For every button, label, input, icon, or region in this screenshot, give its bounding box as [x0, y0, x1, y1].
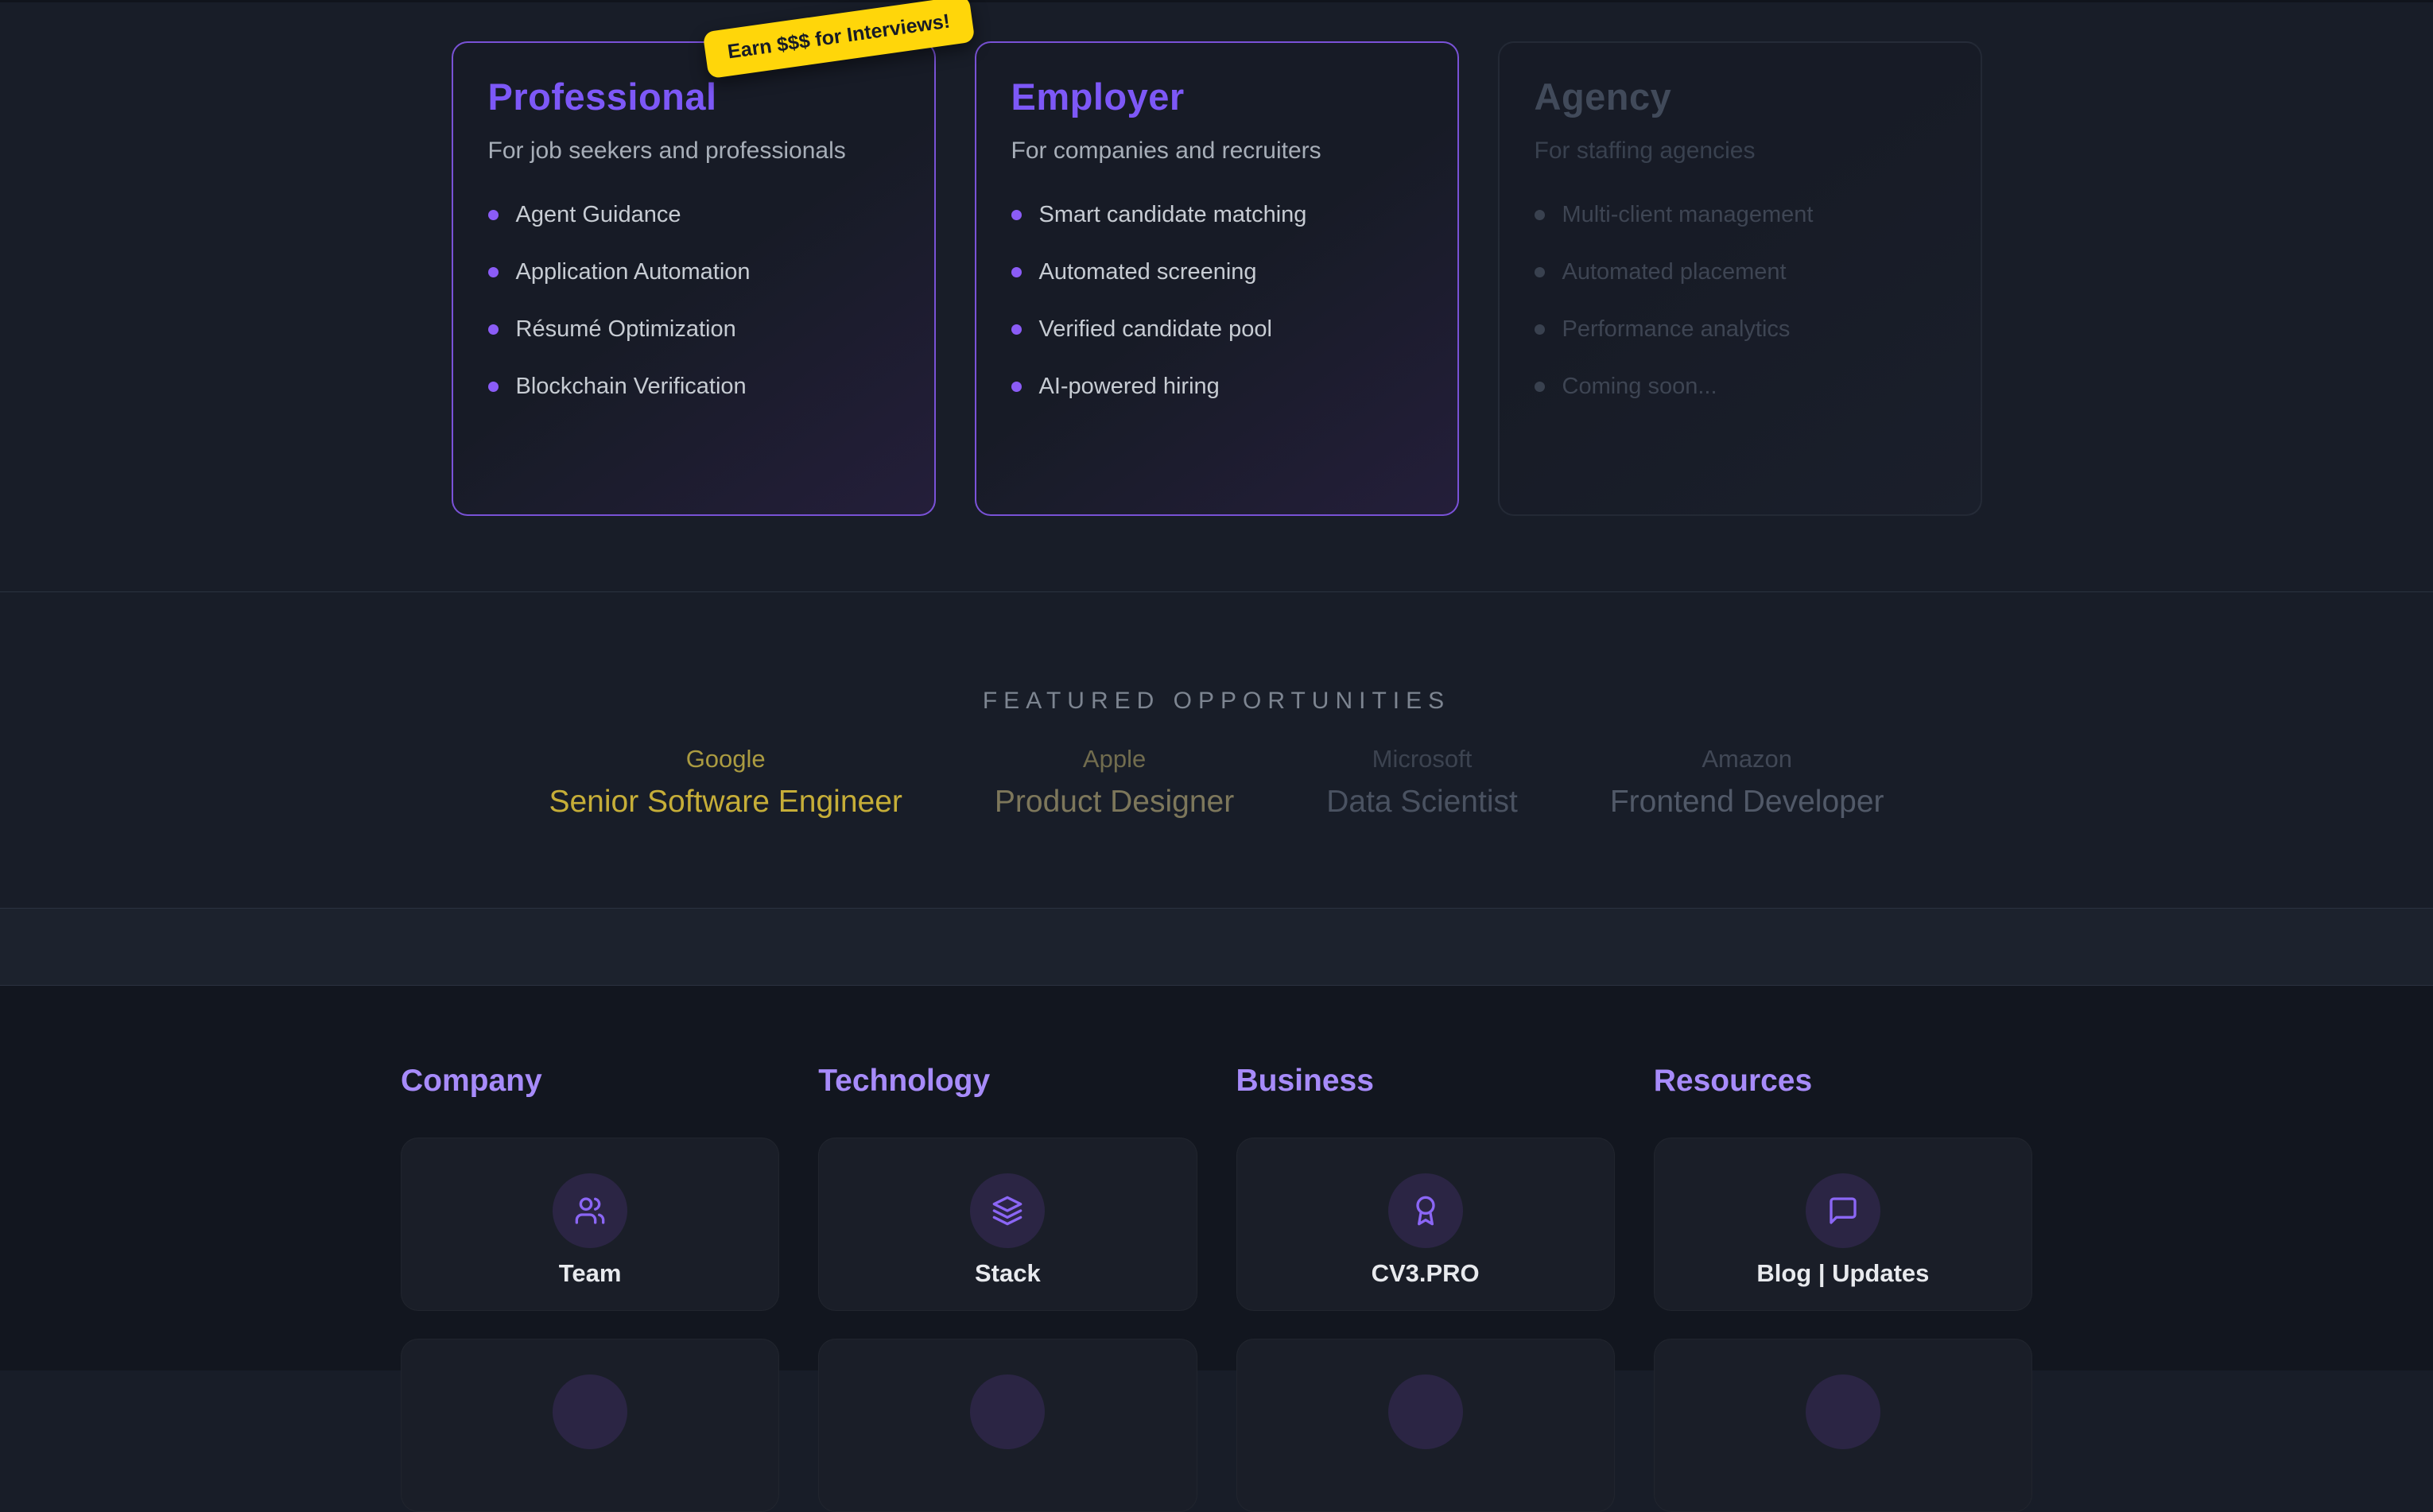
footer-card-label: Blog | Updates	[1756, 1259, 1930, 1287]
featured-item-apple[interactable]: Apple Product Designer	[995, 745, 1234, 820]
featured-company: Google	[685, 745, 766, 773]
bullet-dot-icon	[1534, 209, 1545, 220]
plan-feature-list: Agent Guidance Application Automation Ré…	[487, 201, 899, 400]
plan-card-agency: Agency For staffing agencies Multi-clien…	[1497, 41, 1982, 516]
divider-strip	[0, 909, 2433, 986]
footer-card-partial[interactable]	[1236, 1339, 1615, 1512]
icon-circle	[1387, 1173, 1463, 1248]
plan-feature: Automated placement	[1534, 258, 1946, 285]
plans-row: Professional For job seekers and profess…	[451, 2, 1982, 516]
footer-card-partial[interactable]	[1653, 1339, 2032, 1512]
bullet-dot-icon	[487, 324, 499, 335]
bullet-dot-icon	[487, 209, 499, 220]
featured-row: Google Senior Software Engineer Apple Pr…	[0, 745, 2433, 820]
footer-card-label: Team	[558, 1259, 622, 1287]
plan-feature-list: Smart candidate matching Automated scree…	[1011, 201, 1422, 400]
plans-section: Earn $$$ for Interviews! Professional Fo…	[0, 0, 2433, 592]
bullet-dot-icon	[1011, 324, 1022, 335]
featured-company: Amazon	[1702, 745, 1793, 773]
plan-card-professional[interactable]: Professional For job seekers and profess…	[451, 41, 936, 516]
icon-circle	[1805, 1374, 1880, 1449]
footer-column-heading: Business	[1236, 1064, 1374, 1098]
plan-feature-list: Multi-client management Automated placem…	[1534, 201, 1946, 400]
plan-title: Agency	[1534, 76, 1672, 118]
bullet-dot-icon	[1534, 266, 1545, 277]
plan-feature: Smart candidate matching	[1011, 201, 1422, 228]
bullet-dot-icon	[487, 381, 499, 392]
icon-circle	[1387, 1374, 1463, 1449]
featured-role: Product Designer	[994, 785, 1235, 819]
footer-card-cv3pro[interactable]: CV3.PRO	[1236, 1138, 1615, 1311]
footer-column-heading: Resources	[1653, 1064, 1813, 1098]
plan-feature: Résumé Optimization	[487, 316, 899, 343]
plan-feature: Automated screening	[1011, 258, 1422, 285]
featured-opportunities-section: FEATURED OPPORTUNITIES Google Senior Sof…	[0, 592, 2433, 909]
plan-description: For companies and recruiters	[1011, 138, 1321, 164]
message-square-icon	[1830, 1197, 1857, 1224]
footer-card-label: Stack	[975, 1259, 1041, 1287]
bullet-dot-icon	[1011, 381, 1022, 392]
footer-column-company: Company Team	[401, 1064, 780, 1512]
bullet-dot-icon	[1011, 209, 1022, 220]
bullet-dot-icon	[1011, 266, 1022, 277]
plan-description: For staffing agencies	[1534, 138, 1756, 164]
plan-feature: Coming soon...	[1534, 373, 1946, 400]
featured-item-amazon[interactable]: Amazon Frontend Developer	[1610, 745, 1884, 820]
footer-section: Company Team Technology	[0, 986, 2433, 1512]
plan-feature: Agent Guidance	[487, 201, 899, 228]
icon-circle	[1805, 1173, 1880, 1248]
bullet-dot-icon	[487, 266, 499, 277]
icon-circle	[970, 1374, 1046, 1449]
bullet-dot-icon	[1534, 324, 1545, 335]
icon-circle	[553, 1374, 628, 1449]
icon-circle	[553, 1173, 628, 1248]
featured-role: Frontend Developer	[1609, 785, 1884, 819]
plan-feature: Multi-client management	[1534, 201, 1946, 228]
bullet-dot-icon	[1534, 381, 1545, 392]
footer-column-resources: Resources Blog | Updates	[1653, 1064, 2032, 1512]
featured-role: Senior Software Engineer	[549, 785, 902, 819]
footer-grid: Company Team Technology	[401, 986, 2032, 1512]
plan-description: For job seekers and professionals	[487, 138, 846, 164]
plan-feature: Verified candidate pool	[1011, 316, 1422, 343]
featured-opportunities-title: FEATURED OPPORTUNITIES	[982, 688, 1451, 714]
featured-item-google[interactable]: Google Senior Software Engineer	[549, 745, 902, 820]
plan-title: Employer	[1011, 76, 1185, 118]
footer-column-heading: Technology	[818, 1064, 991, 1098]
plan-feature: Performance analytics	[1534, 316, 1946, 343]
layers-icon	[993, 1196, 1022, 1226]
footer-card-stack[interactable]: Stack	[818, 1138, 1197, 1311]
page-top-divider	[0, 0, 2433, 2]
award-icon	[1415, 1196, 1435, 1226]
featured-company: Apple	[1082, 745, 1147, 773]
featured-company: Microsoft	[1372, 745, 1473, 773]
featured-role: Data Scientist	[1326, 785, 1518, 819]
footer-card-team[interactable]: Team	[401, 1138, 780, 1311]
plan-feature: Blockchain Verification	[487, 373, 899, 400]
footer-column-technology: Technology Stack	[818, 1064, 1197, 1512]
plan-card-employer[interactable]: Employer For companies and recruiters Sm…	[974, 41, 1459, 516]
footer-card-label: CV3.PRO	[1371, 1259, 1480, 1287]
icon-circle	[970, 1173, 1046, 1248]
plan-title: Professional	[487, 76, 717, 118]
footer-column-business: Business CV3.PRO	[1236, 1064, 1615, 1512]
users-icon	[575, 1197, 605, 1224]
footer-card-partial[interactable]	[818, 1339, 1197, 1512]
footer-card-blog[interactable]: Blog | Updates	[1653, 1138, 2032, 1311]
plan-feature: Application Automation	[487, 258, 899, 285]
footer-column-heading: Company	[401, 1064, 542, 1098]
featured-item-microsoft[interactable]: Microsoft Data Scientist	[1326, 745, 1518, 820]
footer-card-partial[interactable]	[401, 1339, 780, 1512]
plan-feature: AI-powered hiring	[1011, 373, 1422, 400]
